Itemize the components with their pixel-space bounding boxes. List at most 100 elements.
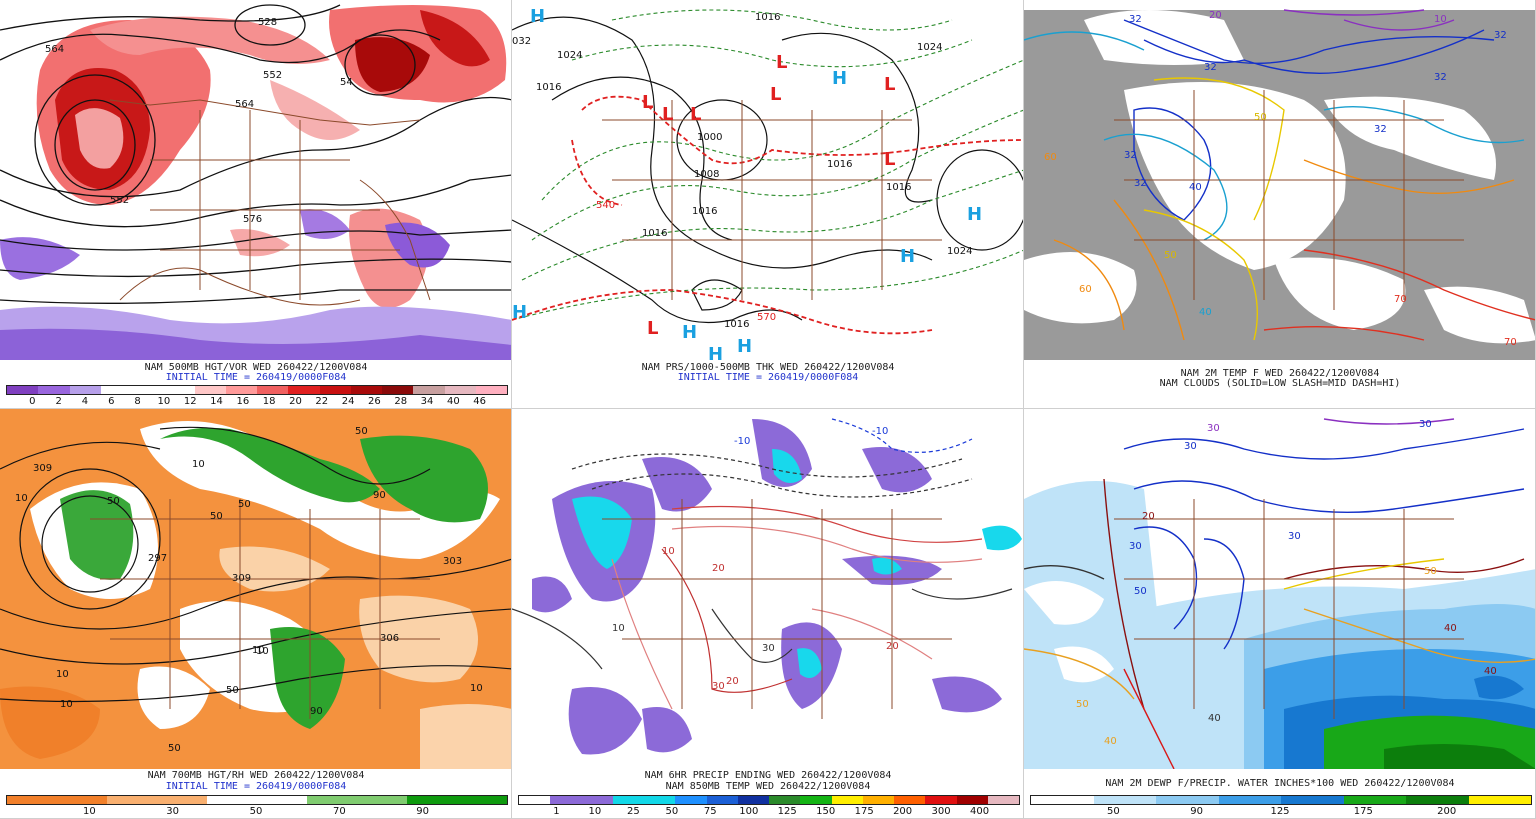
colorbar-swatch (1156, 796, 1188, 804)
colorbar-tick-label: 300 (931, 806, 951, 817)
contour-label: 20 (886, 641, 899, 652)
map-precip-850mb: -10 -10 20 30 10 20 10 30 20 (512, 409, 1023, 769)
colorbar-swatch (1124, 796, 1156, 804)
contour-label: 20 (1209, 10, 1222, 21)
colorbar-swatch (737, 796, 769, 804)
vorticity-shading (0, 5, 511, 360)
contour-label: 1024 (557, 50, 582, 61)
precip-shading (532, 419, 1022, 755)
colorbar-swatch (100, 386, 132, 394)
colorbar-swatch (157, 796, 207, 804)
colorbar-tick-label: 10 (82, 806, 96, 817)
colorbar-tick-label: 16 (236, 396, 250, 407)
contour-label: 10 (56, 669, 69, 680)
contour-label: 60 (1044, 152, 1057, 163)
colorbar-swatch (69, 386, 101, 394)
contour-label: 50 (1424, 566, 1437, 577)
contour-label: 20 (712, 563, 725, 574)
contour-label: 40 (1189, 182, 1202, 193)
low-symbol: L (770, 84, 781, 105)
colorbar-swatch (132, 386, 164, 394)
colorbar-swatch (288, 386, 320, 394)
contour-label: 30 (712, 681, 725, 692)
contour-label: 30 (1207, 423, 1220, 434)
colorbar-tick-label: 34 (420, 396, 434, 407)
contour-label: 10 (1434, 14, 1447, 25)
colorbar-tick-label: 125 (777, 806, 797, 817)
panel-subcaption: NAM CLOUDS (SOLID=LOW SLASH=MID DASH=HI) (1159, 378, 1401, 389)
contour-label: 10 (612, 623, 625, 634)
colorbar-tick-label: 20 (289, 396, 302, 407)
panel-subcaption: NAM 850MB TEMP WED 260422/1200V084 (665, 781, 871, 792)
colorbar-tick-label: 50 (249, 806, 263, 817)
rh-colorbar (6, 795, 508, 805)
contour-label: 564 (45, 44, 64, 55)
temperature-contours (512, 418, 1013, 710)
colorbar-swatch (357, 796, 407, 804)
contour-label: 54 (340, 77, 353, 88)
colorbar-swatch (1062, 796, 1094, 804)
colorbar-swatch (57, 796, 107, 804)
contour-label: 10 (470, 683, 483, 694)
colorbar-tick-label: 26 (368, 396, 381, 407)
colorbar-swatch (1374, 796, 1406, 804)
precip-water-colorbar (1030, 795, 1532, 805)
colorbar-swatch (319, 386, 351, 394)
colorbar-tick-label: 0 (29, 396, 36, 407)
panel-dewpoint-precip-water: 30 30 30 30 50 50 30 40 20 40 40 50 40 N… (1024, 409, 1536, 819)
colorbar-tick-label: 4 (81, 396, 89, 407)
low-symbol: L (662, 104, 673, 125)
map-500mb-vorticity: 564 528 552 54 564 552 576 (0, 0, 511, 360)
colorbar-swatch (38, 386, 70, 394)
colorbar-swatch (225, 386, 257, 394)
contour-label: 40 (1444, 623, 1457, 634)
panel-caption: NAM 2M DEWP F/PRECIP. WATER INCHES*100 W… (1105, 778, 1455, 789)
contour-label: 20 (726, 676, 739, 687)
contour-labels: 1016 032 1024 1016 1000 1008 1016 1016 1… (512, 12, 972, 330)
colorbar-swatch (194, 386, 226, 394)
colorbar-swatch (1312, 796, 1344, 804)
high-symbol: H (900, 246, 915, 267)
contour-label: 90 (310, 706, 323, 717)
contour-label: 32 (1129, 14, 1142, 25)
contour-label: 50 (1164, 250, 1177, 261)
colorbar-swatch (581, 796, 613, 804)
contour-label: 10 (252, 645, 265, 656)
panel-precip-850mb-temp: -10 -10 20 30 10 20 10 30 20 NAM 6HR PRE… (512, 409, 1024, 819)
contour-label: 1000 (697, 132, 722, 143)
contour-label: 564 (235, 99, 254, 110)
colorbar-swatch (831, 796, 863, 804)
contour-label: 50 (168, 743, 181, 754)
contour-label: 303 (443, 556, 462, 567)
colorbar-swatch (1499, 796, 1531, 804)
panel-2m-temp-clouds: 32 20 10 32 32 32 32 32 40 50 60 50 60 7… (1024, 0, 1536, 409)
contour-label: 552 (263, 70, 282, 81)
colorbar-swatch (107, 796, 157, 804)
colorbar-swatch (1187, 796, 1219, 804)
colorbar-tick-label: 14 (210, 396, 223, 407)
thickness-lines (512, 9, 1023, 321)
contour-labels: -10 -10 20 30 10 20 10 30 20 (612, 426, 899, 692)
colorbar-swatch (475, 386, 507, 394)
colorbar-swatch (457, 796, 507, 804)
high-symbol: H (967, 204, 982, 225)
contour-labels: 564 528 552 54 564 552 576 (45, 17, 353, 225)
colorbar-tick-label: 70 (332, 806, 346, 817)
high-symbol: H (512, 302, 527, 323)
colorbar-tick-label: 50 (665, 806, 679, 817)
contour-label: 50 (238, 499, 251, 510)
panel-500mb-hgt-vor: 564 528 552 54 564 552 576 NAM 500MB HGT… (0, 0, 512, 409)
contour-label: 40 (1104, 736, 1117, 747)
contour-label: 1016 (886, 182, 911, 193)
colorbar-tick-label: 46 (473, 396, 487, 407)
panel-caption: NAM 2M TEMP F WED 260422/1200V084 (1180, 368, 1380, 379)
contour-label: 1016 (827, 159, 852, 170)
map-700mb-rh: 309 10 50 50 297 309 10 10 50 50 90 50 1… (0, 409, 511, 769)
panel-init-time: INITIAL TIME = 260419/0000F084 (677, 372, 859, 383)
temperature-contours (1024, 9, 1535, 341)
contour-labels: 32 20 10 32 32 32 32 32 40 50 60 50 60 7… (1044, 10, 1517, 348)
geo-borders (602, 499, 952, 719)
panel-caption: NAM PRS/1000-500MB THK WED 260422/1200V0… (641, 362, 895, 373)
colorbar-swatch (987, 796, 1019, 804)
panel-caption: NAM 6HR PRECIP ENDING WED 260422/1200V08… (644, 770, 892, 781)
